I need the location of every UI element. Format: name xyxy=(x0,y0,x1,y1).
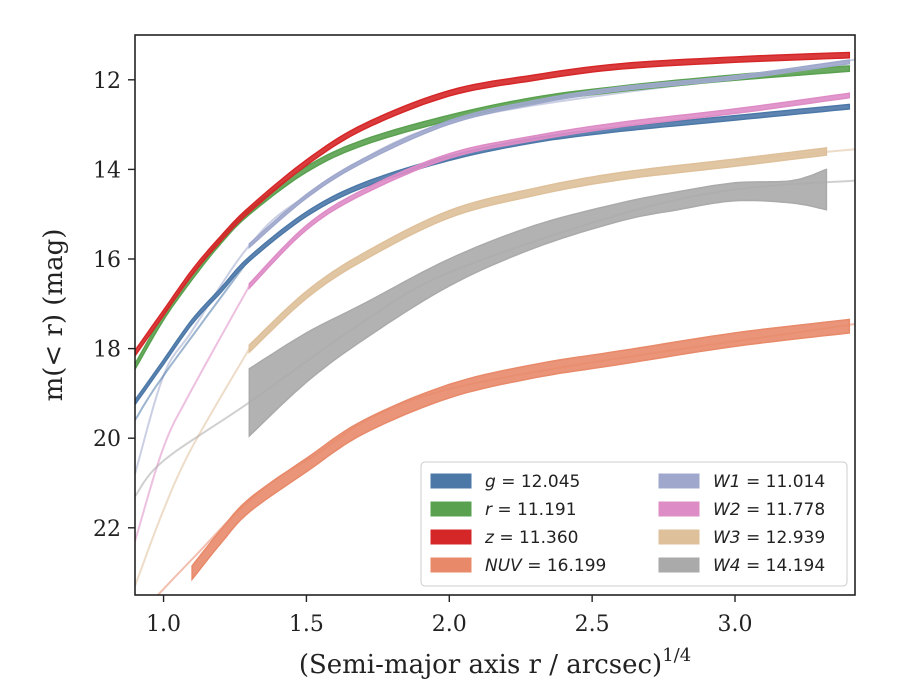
legend-label-z: z = 11.360 xyxy=(484,528,578,548)
x-axis-label-superscript: 1/4 xyxy=(662,645,691,666)
x-tick-label: 2.0 xyxy=(432,612,467,637)
plot-frame xyxy=(134,34,856,596)
x-tick-label: 1.0 xyxy=(146,612,181,637)
extrapolation-w2-line xyxy=(135,285,251,542)
y-axis-label: m(< r) (mag) xyxy=(39,229,69,402)
legend-label-w2: W2 = 11.778 xyxy=(713,500,825,520)
legend-swatch-w2 xyxy=(658,501,700,517)
legend-label-r: r = 11.191 xyxy=(485,500,577,520)
extrapolation-g-line xyxy=(135,258,251,421)
legend-label-nuv: NUV = 16.199 xyxy=(485,556,606,576)
y-tick-label: 16 xyxy=(93,248,121,273)
series-nuv-band xyxy=(191,318,851,582)
y-tick-label: 14 xyxy=(93,158,121,183)
x-axis-label-text: (Semi-major axis r / arcsec) xyxy=(299,650,662,680)
legend-label-w4: W4 = 14.194 xyxy=(713,556,825,576)
series-g-band xyxy=(135,103,851,406)
legend-label-w3: W3 = 12.939 xyxy=(713,528,825,548)
legend-swatch-g xyxy=(430,473,472,489)
y-tick-label: 22 xyxy=(93,517,121,542)
legend-label-w1: W1 = 11.014 xyxy=(713,472,825,492)
legend-swatch-w1 xyxy=(658,473,700,489)
legend-swatch-w3 xyxy=(658,529,700,545)
series-w2-band xyxy=(248,92,851,290)
x-tick-label: 3.0 xyxy=(718,612,753,637)
extrapolation-w3-line xyxy=(135,348,251,587)
y-tick-label: 18 xyxy=(93,338,121,363)
x-tick-label: 2.5 xyxy=(575,612,610,637)
legend-swatch-nuv xyxy=(430,557,472,573)
legend-box xyxy=(420,461,848,587)
legend-swatch-w4 xyxy=(658,557,700,573)
legend-swatch-z xyxy=(430,529,472,545)
series-w3-band xyxy=(248,147,828,354)
series-z-band xyxy=(135,51,851,358)
y-tick-label: 12 xyxy=(93,69,121,94)
series-w1-band xyxy=(248,59,851,250)
legend-label-g: g = 12.045 xyxy=(485,472,580,492)
series-w4-band xyxy=(248,168,828,438)
legend-swatch-r xyxy=(430,501,472,517)
x-axis-label: (Semi-major axis r / arcsec)1/4 xyxy=(299,645,691,680)
x-tick-label: 1.5 xyxy=(289,612,324,637)
y-tick-label: 20 xyxy=(93,427,121,452)
